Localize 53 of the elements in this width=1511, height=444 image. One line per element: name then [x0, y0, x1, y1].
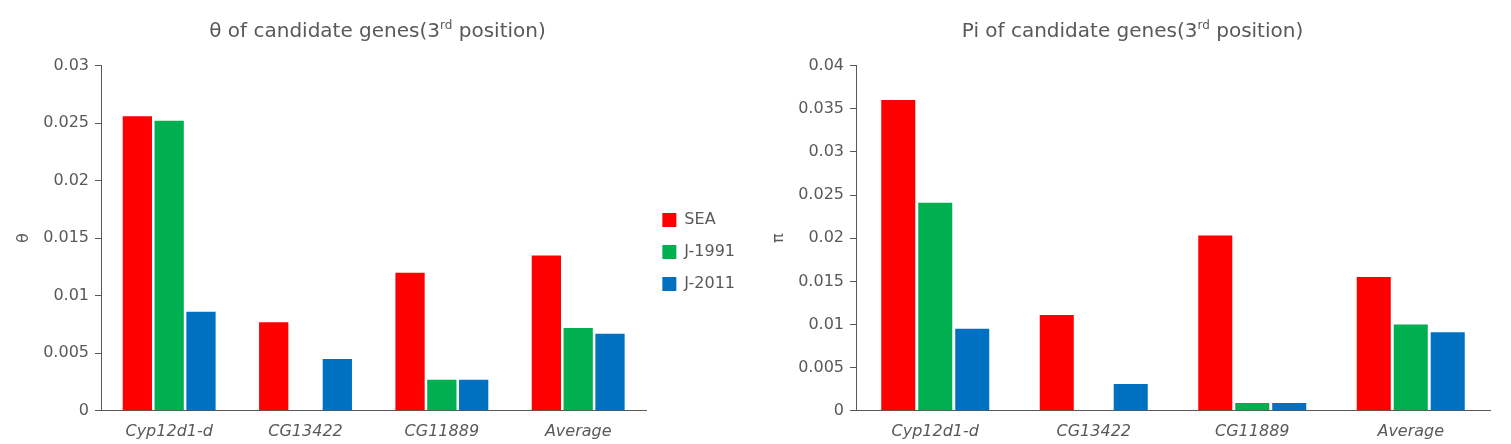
bar: [259, 322, 289, 411]
bar: [531, 255, 562, 411]
y-tick-label: 0.005: [43, 342, 89, 362]
x-tick-label: CG11889: [404, 420, 480, 440]
chart-title: Pi of candidate genes(3$^{rd}$ position): [960, 16, 1305, 44]
bar: [1272, 403, 1307, 411]
bar: [595, 333, 625, 411]
x-tick-label: CG11889: [1215, 420, 1290, 440]
bar: [955, 328, 990, 411]
legend-label: J-2011: [683, 273, 735, 293]
y-tick-label: 0.025: [43, 112, 89, 132]
y-tick-label: 0.015: [798, 270, 844, 290]
bar: [427, 379, 457, 411]
y-tick-label: 0.015: [43, 227, 89, 247]
legend-label: SEA: [684, 209, 716, 229]
bar: [1356, 277, 1391, 411]
y-tick-label: 0.04: [808, 54, 844, 74]
bar: [1198, 235, 1233, 411]
y-tick-label: 0.03: [53, 54, 89, 74]
legend-label: J-1991: [683, 241, 735, 261]
x-tick-label: Cyp12d1-d: [125, 420, 214, 440]
bar: [395, 272, 425, 411]
bar: [918, 202, 953, 411]
x-tick-label: Average: [543, 420, 612, 440]
bar: [881, 100, 916, 411]
y-tick-label: 0.02: [53, 169, 89, 189]
y-tick-label: 0.01: [808, 313, 844, 333]
y-axis-title: θ: [12, 233, 32, 244]
chart-title: θ of candidate genes(3$^{rd}$ position): [208, 16, 547, 44]
y-tick-label: 0: [78, 399, 89, 419]
x-tick-label: Average: [1376, 420, 1445, 440]
y-axis-title: π: [767, 233, 787, 244]
x-tick-label: Cyp12d1-d: [891, 420, 980, 440]
bar: [322, 359, 352, 411]
bar: [1235, 403, 1270, 411]
y-tick-label: 0.025: [798, 184, 844, 204]
y-tick-label: 0.02: [808, 227, 844, 247]
y-tick-label: 0.01: [53, 284, 89, 304]
y-tick-label: 0.03: [808, 141, 844, 161]
bar: [1430, 332, 1465, 411]
bar: [186, 311, 216, 411]
bar: [459, 379, 489, 411]
x-tick-label: CG13422: [268, 420, 343, 440]
y-tick-label: 0.035: [798, 97, 844, 117]
bar: [1039, 315, 1074, 411]
y-tick-label: 0: [833, 399, 844, 419]
bar: [1393, 324, 1428, 411]
y-tick-label: 0.005: [798, 356, 844, 376]
bar: [154, 120, 184, 411]
bar: [1113, 384, 1148, 411]
bar: [563, 327, 593, 411]
x-tick-label: CG13422: [1056, 420, 1131, 440]
bar: [122, 116, 152, 411]
